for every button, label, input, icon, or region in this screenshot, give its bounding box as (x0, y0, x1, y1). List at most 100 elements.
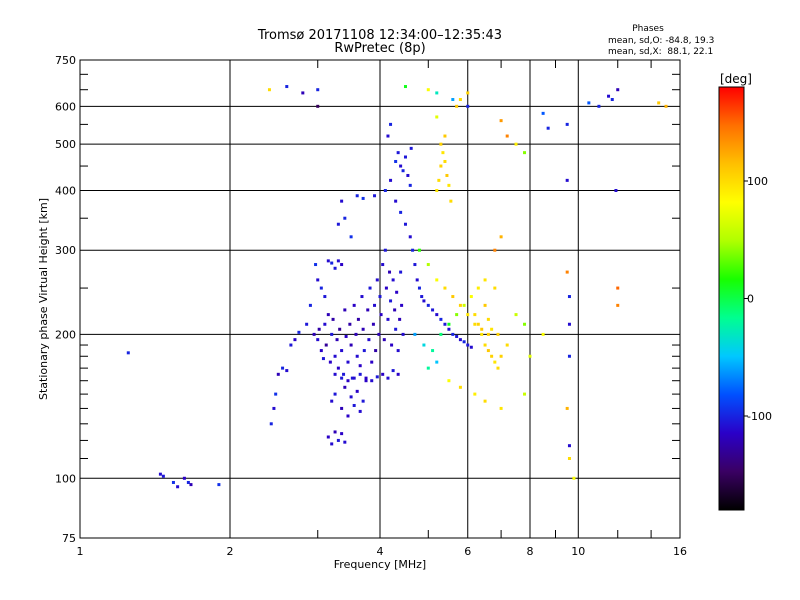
data-point (189, 483, 193, 487)
data-point (439, 317, 443, 321)
data-point (462, 340, 466, 344)
data-point (281, 366, 285, 370)
data-point (358, 364, 362, 368)
data-point (362, 349, 366, 353)
data-point (439, 142, 443, 146)
y-axis-label: Stationary phase Virtual Height [km] (37, 198, 50, 400)
data-point (403, 155, 407, 159)
data-point (466, 91, 470, 95)
data-point (499, 235, 503, 239)
data-point (396, 372, 400, 376)
x-tick-label: 8 (527, 545, 534, 558)
data-point (389, 178, 393, 182)
data-point (308, 303, 312, 307)
data-point (401, 332, 405, 336)
data-point (176, 485, 180, 489)
data-point (321, 357, 325, 361)
data-point (340, 376, 344, 380)
x-tick-label: 1 (77, 545, 84, 558)
data-point (333, 372, 337, 376)
data-point (386, 376, 390, 380)
data-point (403, 85, 407, 89)
data-point (326, 259, 330, 263)
data-point (269, 422, 273, 426)
data-point (336, 366, 340, 370)
data-point (333, 392, 337, 396)
data-point (381, 372, 385, 376)
data-point (597, 104, 601, 108)
data-point (182, 476, 186, 480)
data-point (289, 343, 293, 347)
stats-o-line: mean, sd,O: -84.8, 19.3 (608, 36, 714, 46)
data-point (126, 351, 130, 355)
data-point (386, 317, 390, 321)
data-point (443, 322, 447, 326)
data-point (161, 474, 165, 478)
data-point (447, 379, 451, 383)
data-point (293, 338, 297, 342)
data-point (476, 286, 480, 290)
data-point (352, 376, 356, 380)
data-point (567, 456, 571, 460)
data-point (378, 295, 382, 299)
data-point (371, 322, 375, 326)
data-point (458, 98, 462, 102)
data-point (490, 327, 494, 331)
data-point (496, 332, 500, 336)
data-point (435, 188, 439, 192)
data-point (355, 194, 359, 198)
data-point (171, 480, 175, 484)
data-point (473, 322, 477, 326)
data-point (394, 199, 398, 203)
data-point (447, 322, 451, 326)
data-point (370, 379, 374, 383)
data-point (469, 345, 473, 349)
data-point (342, 372, 346, 376)
data-point (344, 334, 348, 338)
data-point (340, 432, 344, 436)
data-point (431, 349, 435, 353)
data-point (587, 101, 591, 105)
data-point (368, 286, 372, 290)
data-point (312, 332, 316, 336)
data-point (316, 88, 320, 92)
y-tick-labels: 75 100 200 300 400 500 600 750 (55, 54, 76, 545)
data-point (384, 286, 388, 290)
data-point (499, 119, 503, 123)
data-point (443, 286, 447, 290)
minor-ticks (80, 60, 680, 538)
data-point (330, 261, 334, 265)
data-point (361, 327, 365, 331)
colorbar-tick-label: -100 (747, 410, 772, 423)
data-point (439, 164, 443, 168)
data-point (389, 299, 393, 303)
data-point (346, 360, 350, 364)
data-point (316, 104, 320, 108)
data-point (422, 299, 426, 303)
data-point (316, 338, 320, 342)
data-point (413, 263, 417, 267)
data-point (272, 406, 276, 410)
data-point (443, 134, 447, 138)
data-point (323, 295, 327, 299)
data-point (486, 317, 490, 321)
data-point (285, 85, 289, 89)
data-point (398, 317, 402, 321)
data-point (447, 183, 451, 187)
y-tick-label: 500 (55, 138, 76, 151)
data-point (364, 379, 368, 383)
data-point (565, 122, 569, 126)
data-point (435, 313, 439, 317)
data-point (483, 399, 487, 403)
colorbar-tick-label: 0 (747, 293, 754, 306)
data-point (386, 134, 390, 138)
data-point (458, 338, 462, 342)
data-point (333, 266, 337, 270)
data-point (379, 313, 383, 317)
data-point (483, 303, 487, 307)
data-point (426, 88, 430, 92)
data-point (314, 263, 318, 267)
data-point (370, 360, 374, 364)
data-point (276, 372, 280, 376)
